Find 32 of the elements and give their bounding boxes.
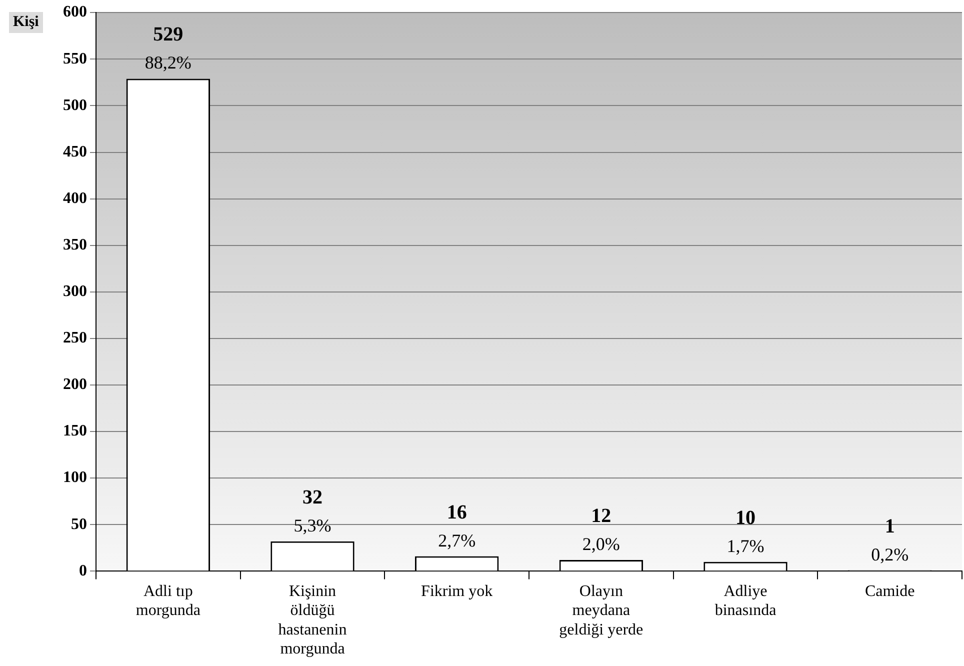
y-tick-label: 100	[63, 469, 87, 486]
y-tick-label: 550	[63, 50, 87, 68]
y-tick-label: 150	[63, 422, 87, 440]
data-label: 1	[884, 515, 895, 538]
y-tick-label: 400	[63, 190, 87, 207]
annotation: 2,0%	[582, 534, 620, 554]
x-tick-label: Olayın meydana geldiği yerde	[559, 583, 644, 638]
annotation: 1,7%	[726, 536, 764, 556]
y-tick-label: 300	[63, 283, 87, 300]
x-tick-label: Kişinin öldüğü hastanenin morgunda	[278, 583, 347, 658]
x-tick-label: Fikrim yok	[421, 583, 493, 600]
y-tick-label: 250	[63, 330, 87, 347]
y-tick-label: 350	[63, 236, 87, 254]
annotation: 88,2%	[144, 52, 192, 73]
y-tick-label: 0	[79, 562, 87, 580]
x-tick-label: Adli tıp morgunda	[136, 583, 200, 620]
data-label: 32	[302, 486, 322, 508]
y-tick-label: 450	[63, 143, 87, 160]
data-label: 10	[736, 506, 756, 529]
y-axis-title: Kişi	[9, 12, 43, 33]
y-tick-label: 50	[71, 516, 87, 533]
y-tick-label: 600	[63, 4, 87, 21]
y-tick-label: 200	[63, 376, 87, 394]
data-label: 12	[591, 505, 612, 528]
annotation: 0,2%	[871, 544, 909, 564]
data-label: 16	[446, 501, 467, 524]
x-tick-label: Adliye binasında	[714, 583, 776, 620]
annotation: 5,3%	[294, 515, 332, 536]
y-tick-label: 500	[63, 96, 87, 114]
annotation: 2,7%	[438, 530, 476, 550]
data-label: 529	[153, 24, 184, 46]
x-tick-label: Camide	[864, 583, 915, 600]
